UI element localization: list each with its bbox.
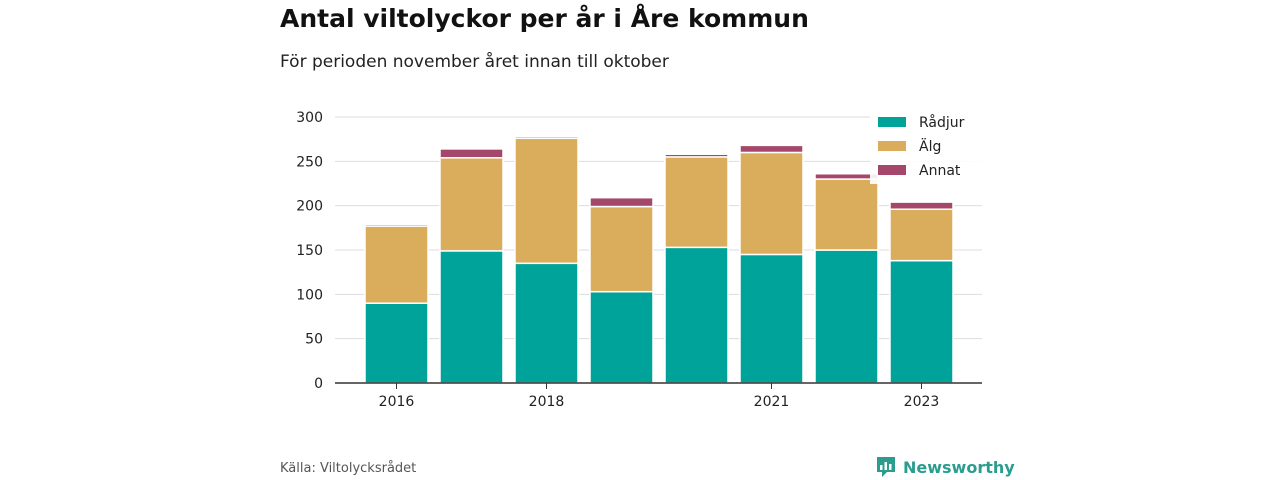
bar-segment — [664, 246, 729, 384]
y-axis-ticks: 0 50 100 150 200 250 300 — [296, 110, 323, 392]
legend-label: Älg — [919, 137, 941, 155]
y-tick-label: 200 — [296, 199, 323, 215]
x-tick-label: 2023 — [904, 394, 940, 410]
legend-label: Annat — [919, 163, 961, 179]
bar-segment — [814, 249, 879, 384]
x-tick-label: 2021 — [754, 394, 790, 410]
brand[interactable]: Newsworthy — [875, 455, 1015, 479]
bar-segment — [739, 151, 804, 256]
bar-segment — [589, 196, 654, 208]
chart-title: Antal viltolyckor per år i Åre kommun — [280, 4, 809, 33]
legend-label: Rådjur — [919, 114, 965, 131]
bar-segment — [814, 178, 879, 251]
bar-segment — [889, 201, 954, 210]
stacked-bar-chart: 0 50 100 150 200 250 300 2016 2018 2021 2023 Rådj… — [296, 108, 985, 410]
y-tick-label: 100 — [296, 287, 323, 303]
bar-segment — [589, 290, 654, 384]
legend-swatch — [878, 165, 906, 175]
bar-segment — [664, 153, 729, 158]
bar-segment — [889, 208, 954, 262]
x-axis-ticks: 2016 2018 2021 2023 — [379, 383, 940, 410]
bar-segment — [889, 259, 954, 384]
y-tick-label: 300 — [296, 110, 323, 126]
chart-subtitle: För perioden november året innan till ok… — [280, 52, 669, 72]
bar-segment — [364, 223, 429, 227]
bar-segment — [514, 137, 579, 265]
newsworthy-logo-icon — [877, 457, 895, 477]
bar-segment — [364, 225, 429, 304]
legend-swatch — [878, 117, 906, 127]
bar-segment — [814, 172, 879, 180]
bar-segment — [514, 262, 579, 384]
bar-segment — [364, 302, 429, 384]
bar-segment — [439, 250, 504, 384]
bar-segment — [589, 205, 654, 293]
bar-segment — [739, 144, 804, 154]
y-tick-label: 150 — [296, 243, 323, 259]
x-tick-label: 2018 — [529, 394, 565, 410]
bar-segment — [439, 148, 504, 159]
brand-name: Newsworthy — [903, 457, 1015, 477]
y-tick-label: 50 — [305, 332, 323, 348]
legend-swatch — [878, 141, 906, 151]
bar-segment — [739, 253, 804, 384]
y-tick-label: 0 — [314, 376, 323, 392]
y-tick-label: 250 — [296, 154, 323, 170]
bar-segment — [664, 156, 729, 249]
bars — [364, 135, 954, 384]
bar-segment — [439, 157, 504, 252]
legend: Rådjur Älg Annat — [870, 108, 985, 184]
x-tick-label: 2016 — [379, 394, 415, 410]
bar-segment — [514, 135, 579, 140]
source-note: Källa: Viltolycksrådet — [280, 461, 417, 476]
